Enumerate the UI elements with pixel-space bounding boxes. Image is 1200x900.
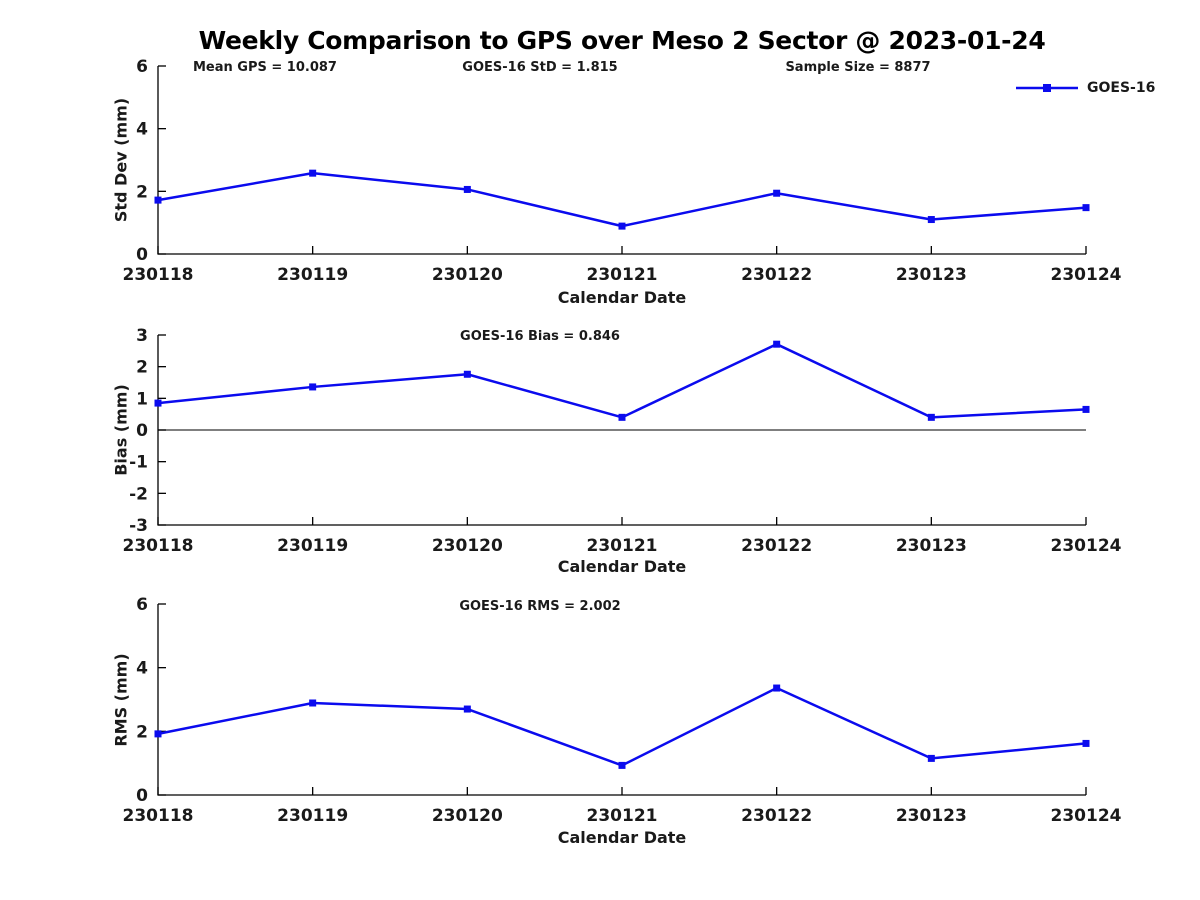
annotation-goes16-bias: GOES-16 Bias = 0.846 bbox=[460, 329, 620, 344]
svg-text:230120: 230120 bbox=[432, 536, 503, 556]
svg-text:0: 0 bbox=[136, 786, 148, 806]
svg-text:230123: 230123 bbox=[896, 806, 967, 826]
svg-text:230124: 230124 bbox=[1051, 536, 1122, 556]
svg-text:2: 2 bbox=[136, 358, 148, 378]
ylabel-rms: RMS (mm) bbox=[111, 653, 131, 747]
data-marker bbox=[309, 383, 317, 391]
data-marker bbox=[463, 370, 471, 378]
svg-text:3: 3 bbox=[136, 326, 148, 346]
data-marker bbox=[773, 684, 781, 692]
svg-text:230119: 230119 bbox=[277, 265, 348, 285]
data-marker bbox=[463, 705, 471, 713]
data-marker bbox=[309, 699, 317, 707]
svg-text:6: 6 bbox=[136, 595, 148, 615]
svg-text:4: 4 bbox=[136, 659, 148, 679]
svg-text:2: 2 bbox=[136, 722, 148, 742]
annotation-goes16-rms: GOES-16 RMS = 2.002 bbox=[459, 599, 621, 614]
data-marker bbox=[618, 222, 626, 230]
svg-text:4: 4 bbox=[136, 120, 148, 140]
svg-text:230122: 230122 bbox=[741, 536, 812, 556]
subplot-std-dev: 0 2 4 6 230118 230119 230120 230121 230122 230123… bbox=[123, 57, 1122, 285]
svg-text:0: 0 bbox=[136, 245, 148, 265]
data-marker bbox=[1082, 204, 1090, 212]
svg-text:230121: 230121 bbox=[587, 806, 658, 826]
svg-text:230122: 230122 bbox=[741, 265, 812, 285]
svg-text:230119: 230119 bbox=[277, 806, 348, 826]
svg-text:6: 6 bbox=[136, 57, 148, 77]
svg-text:230124: 230124 bbox=[1051, 265, 1122, 285]
svg-text:230118: 230118 bbox=[123, 536, 194, 556]
legend-series-label: GOES-16 bbox=[1087, 80, 1156, 96]
page-title: Weekly Comparison to GPS over Meso 2 Sec… bbox=[198, 26, 1046, 55]
xlabel-calendar-date-1: Calendar Date bbox=[557, 288, 687, 307]
svg-text:230123: 230123 bbox=[896, 536, 967, 556]
svg-text:230122: 230122 bbox=[741, 806, 812, 826]
data-marker bbox=[773, 340, 781, 348]
data-marker bbox=[927, 216, 935, 224]
svg-text:2: 2 bbox=[136, 182, 148, 202]
svg-text:230120: 230120 bbox=[432, 265, 503, 285]
svg-text:1: 1 bbox=[136, 389, 148, 409]
svg-text:-3: -3 bbox=[129, 516, 148, 536]
svg-text:230124: 230124 bbox=[1051, 806, 1122, 826]
annotation-mean-gps: Mean GPS = 10.087 bbox=[193, 60, 337, 75]
svg-text:230121: 230121 bbox=[587, 265, 658, 285]
data-marker bbox=[1082, 739, 1090, 747]
xlabel-calendar-date-2: Calendar Date bbox=[557, 557, 687, 576]
data-marker bbox=[154, 399, 162, 407]
svg-text:230119: 230119 bbox=[277, 536, 348, 556]
data-marker bbox=[773, 189, 781, 197]
svg-text:230121: 230121 bbox=[587, 536, 658, 556]
annotation-goes16-std: GOES-16 StD = 1.815 bbox=[462, 60, 618, 75]
xlabel-calendar-date-3: Calendar Date bbox=[557, 828, 687, 847]
svg-text:230118: 230118 bbox=[123, 265, 194, 285]
data-line-std-dev bbox=[157, 171, 1087, 228]
data-marker bbox=[309, 169, 317, 177]
subplot-rms: 0 2 4 6 230118 230119 230120 230121 230122 230123… bbox=[123, 595, 1122, 826]
data-marker bbox=[927, 413, 935, 421]
annotation-sample-size: Sample Size = 8877 bbox=[785, 60, 931, 75]
svg-text:-1: -1 bbox=[129, 453, 148, 473]
data-marker bbox=[463, 185, 471, 193]
svg-text:-2: -2 bbox=[129, 484, 148, 504]
svg-text:0: 0 bbox=[136, 421, 148, 441]
svg-text:230120: 230120 bbox=[432, 806, 503, 826]
legend: GOES-16 bbox=[1014, 79, 1155, 97]
data-marker bbox=[618, 413, 626, 421]
legend-line-swatch bbox=[1016, 84, 1078, 92]
ylabel-std-dev: Std Dev (mm) bbox=[111, 97, 131, 223]
svg-text:230123: 230123 bbox=[896, 265, 967, 285]
data-marker bbox=[154, 730, 162, 738]
data-marker bbox=[154, 196, 162, 204]
ylabel-bias: Bias (mm) bbox=[111, 384, 131, 476]
data-line-rms bbox=[157, 686, 1087, 767]
data-marker bbox=[927, 754, 935, 762]
svg-text:230118: 230118 bbox=[123, 806, 194, 826]
data-line-bias bbox=[157, 342, 1087, 419]
data-marker bbox=[1082, 405, 1090, 413]
data-marker bbox=[618, 761, 626, 769]
